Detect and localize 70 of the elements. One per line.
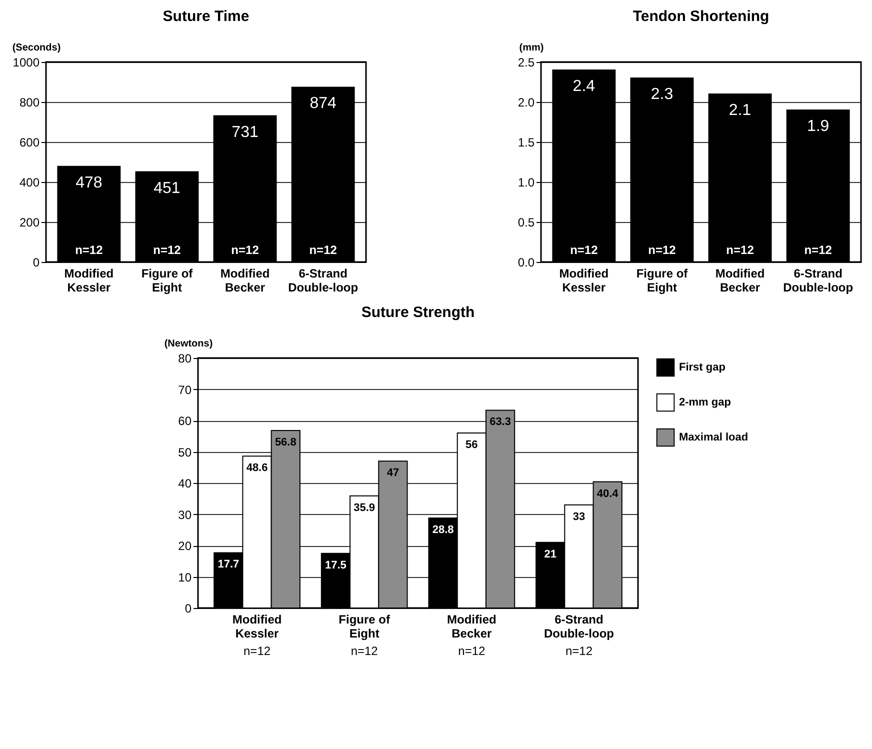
y-tick-label: 70 — [178, 382, 192, 397]
data-label: 451 — [154, 180, 180, 197]
y-tick-label: 1000 — [12, 56, 40, 70]
chart-title: Suture Time — [162, 8, 250, 25]
legend-label: Maximal load — [679, 432, 748, 444]
y-tick-label: 0.0 — [518, 256, 535, 270]
data-label: 17.5 — [325, 559, 346, 572]
data-label: 56 — [466, 439, 478, 451]
data-label: 2.4 — [572, 78, 596, 95]
data-label: 17.7 — [218, 558, 240, 571]
x-tick-label: Modified Becker — [220, 266, 270, 294]
chart-title: Tendon Shortening — [632, 8, 770, 25]
y-tick-label: 80 — [178, 352, 192, 366]
data-label: 1.9 — [806, 118, 830, 135]
data-label: 2.3 — [650, 86, 674, 103]
annotation: n=12 — [726, 243, 754, 257]
text: n=12 — [458, 644, 486, 658]
x-tick-label: Modified Kessler — [559, 266, 609, 294]
annotation: n=12 — [570, 243, 598, 257]
annotation: n=12 — [231, 243, 260, 257]
data-label: 33 — [572, 510, 586, 523]
y-tick-label: 50 — [178, 445, 192, 460]
y-tick-label: 30 — [178, 508, 192, 522]
data-label: 48.6 — [246, 462, 268, 474]
x-tick-label: 6-Strand Double-loop — [288, 266, 358, 294]
data-label: 63.3 — [490, 416, 511, 428]
y-tick-label: 600 — [19, 136, 40, 150]
data-label: 21 — [544, 548, 556, 560]
text: n=12 — [565, 644, 593, 658]
y-tick-label: 10 — [178, 570, 192, 584]
y-tick-label: 400 — [19, 176, 40, 190]
data-label: 47 — [386, 467, 400, 480]
y-tick-label: 1.0 — [518, 176, 535, 190]
y-tick-label: 60 — [178, 414, 192, 428]
data-label: 874 — [310, 95, 337, 112]
y-tick-label: 40 — [178, 476, 192, 490]
y-tick-label: 2.5 — [518, 56, 535, 70]
legend-label: 2-mm gap — [679, 396, 732, 408]
annotation: n=12 — [804, 243, 832, 257]
y-axis-title: (Seconds) — [12, 42, 61, 54]
data-label: 731 — [232, 124, 258, 141]
y-tick-label: 800 — [19, 96, 40, 110]
y-tick-label: 2.0 — [518, 96, 535, 110]
y-tick-label: 20 — [178, 539, 192, 553]
x-tick-label: Figure of Eight — [636, 266, 689, 294]
data-label: 56.8 — [274, 436, 296, 448]
x-tick-label: Modified Becker — [715, 266, 765, 294]
y-tick-label: 0.5 — [518, 216, 535, 230]
data-label: 2.1 — [728, 102, 752, 119]
x-tick-label: 6-Strand Double-loop — [783, 266, 854, 294]
x-tick-label: Figure of Eight — [141, 266, 194, 294]
annotation: n=12 — [75, 243, 104, 257]
y-tick-label: 0 — [32, 256, 40, 270]
y-tick-label: 200 — [19, 216, 40, 230]
text: n=12 — [244, 644, 271, 658]
text: n=12 — [350, 644, 378, 658]
chart-title: Suture Strength — [361, 304, 475, 321]
annotation: n=12 — [309, 243, 338, 257]
annotation: n=12 — [648, 243, 676, 257]
y-tick-label: 0 — [184, 602, 192, 616]
y-axis-title: (mm) — [519, 42, 544, 54]
legend-label: First gap — [679, 362, 726, 374]
y-tick-label: 1.5 — [518, 136, 535, 150]
data-label: 40.4 — [596, 488, 620, 500]
annotation: n=12 — [153, 243, 182, 257]
data-label: 28.8 — [432, 524, 454, 536]
x-tick-label: Modified Kessler — [64, 266, 114, 294]
data-label: 35.9 — [354, 502, 376, 514]
data-label: 478 — [76, 174, 102, 192]
y-axis-title: (Newtons) — [164, 338, 213, 350]
